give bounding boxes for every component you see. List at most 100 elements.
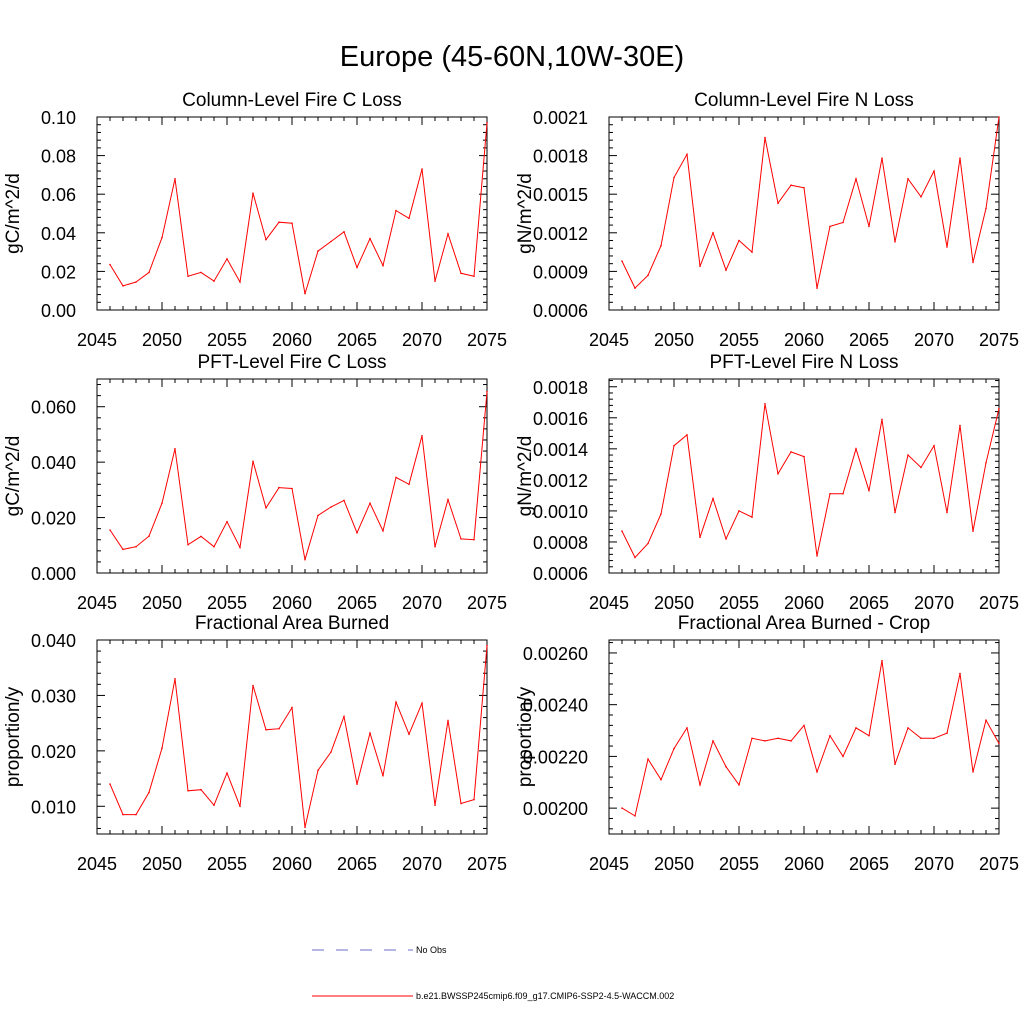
y-tick-label: 0.00200 <box>523 799 588 819</box>
y-axis-label: proportion/y <box>3 686 24 787</box>
data-point <box>660 513 662 515</box>
data-point <box>868 734 870 737</box>
data-point <box>725 765 727 768</box>
x-tick-label: 2070 <box>914 593 954 613</box>
data-point <box>473 275 475 278</box>
x-tick-label: 2070 <box>402 593 442 613</box>
x-tick-label: 2065 <box>337 854 377 874</box>
data-point <box>764 136 766 139</box>
y-tick-label: 0.00220 <box>523 747 588 767</box>
x-tick-label: 2045 <box>589 593 629 613</box>
data-point <box>408 733 410 735</box>
x-tick-label: 2055 <box>207 593 247 613</box>
data-point <box>174 178 176 180</box>
data-point <box>252 192 254 194</box>
data-point <box>161 747 163 749</box>
data-point <box>473 538 475 541</box>
data-point <box>634 556 636 559</box>
y-tick-label: 0.020 <box>31 509 76 529</box>
data-point <box>486 644 488 647</box>
data-point <box>777 202 779 204</box>
y-tick-label: 0.0018 <box>533 147 588 167</box>
data-point <box>226 772 228 774</box>
x-tick-label: 2050 <box>654 854 694 874</box>
data-point <box>855 178 857 180</box>
data-point <box>330 751 332 753</box>
data-point <box>239 281 241 283</box>
data-point <box>985 719 987 721</box>
data-point <box>226 258 228 260</box>
data-point <box>473 798 475 801</box>
y-tick-label: 0.0021 <box>533 108 588 128</box>
y-tick-label: 0.06 <box>41 185 76 205</box>
x-tick-label: 2065 <box>337 330 377 350</box>
x-tick-label: 2075 <box>467 330 507 350</box>
data-point <box>460 802 462 805</box>
data-point <box>356 532 358 534</box>
data-point <box>751 737 753 740</box>
data-point <box>213 804 215 806</box>
data-point <box>738 510 740 512</box>
data-point <box>421 435 423 437</box>
series-line <box>621 403 1000 559</box>
y-tick-label: 0.020 <box>31 742 76 762</box>
data-point <box>343 231 345 233</box>
data-point <box>933 737 935 740</box>
data-point <box>920 196 922 198</box>
y-tick-label: 0.0015 <box>533 185 588 205</box>
data-point <box>291 487 293 490</box>
data-point <box>816 555 818 557</box>
x-tick-label: 2050 <box>142 593 182 613</box>
y-tick-label: 0.08 <box>41 147 76 167</box>
data-point <box>369 237 371 240</box>
data-point <box>647 758 649 760</box>
data-point <box>998 407 1000 410</box>
x-tick-label: 2075 <box>467 854 507 874</box>
data-point <box>621 807 623 809</box>
y-axis-label: gN/m^2/d <box>515 173 536 254</box>
data-point <box>712 497 714 500</box>
data-point <box>486 122 488 124</box>
y-axis-label: gN/m^2/d <box>515 436 536 517</box>
data-point <box>187 275 189 278</box>
data-point <box>686 434 688 436</box>
data-point <box>673 444 675 447</box>
data-point <box>200 271 202 274</box>
data-point <box>881 418 883 421</box>
data-point <box>842 755 844 758</box>
data-point <box>673 176 675 179</box>
data-point <box>317 769 319 772</box>
y-axis-label: gC/m^2/d <box>3 436 24 517</box>
y-tick-label: 0.0008 <box>533 533 588 553</box>
data-point <box>109 783 111 785</box>
panel-title: Column-Level Fire C Loss <box>182 90 402 111</box>
data-point <box>434 804 436 806</box>
x-tick-label: 2045 <box>77 330 117 350</box>
x-tick-label: 2060 <box>272 593 312 613</box>
x-tick-label: 2065 <box>337 593 377 613</box>
data-point <box>972 530 974 532</box>
data-point <box>447 719 449 722</box>
data-point <box>369 732 371 734</box>
data-point <box>148 271 150 274</box>
data-point <box>265 729 267 731</box>
data-point <box>829 734 831 737</box>
data-point <box>894 511 896 514</box>
data-point <box>660 778 662 781</box>
y-tick-label: 0.000 <box>31 564 76 584</box>
data-point <box>174 448 176 450</box>
data-point <box>395 701 397 703</box>
data-point <box>933 444 935 447</box>
data-point <box>621 530 623 532</box>
data-point <box>829 493 831 495</box>
data-point <box>959 424 961 427</box>
data-point <box>447 498 449 501</box>
y-tick-label: 0.00240 <box>523 696 588 716</box>
data-point <box>868 225 870 228</box>
chart-panel-4: PFT-Level Fire N Loss gN/m^2/d 2045 2050 205… <box>515 352 1019 613</box>
data-point <box>278 486 280 489</box>
data-point <box>777 472 779 475</box>
data-point <box>686 153 688 156</box>
x-tick-label: 2045 <box>77 593 117 613</box>
data-point <box>907 727 909 729</box>
